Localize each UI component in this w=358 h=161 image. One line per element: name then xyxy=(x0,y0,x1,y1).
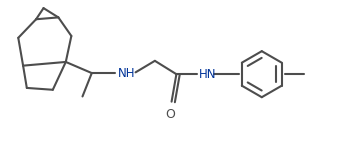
Text: HN: HN xyxy=(199,68,216,81)
Text: NH: NH xyxy=(118,67,135,80)
Text: O: O xyxy=(165,108,175,121)
